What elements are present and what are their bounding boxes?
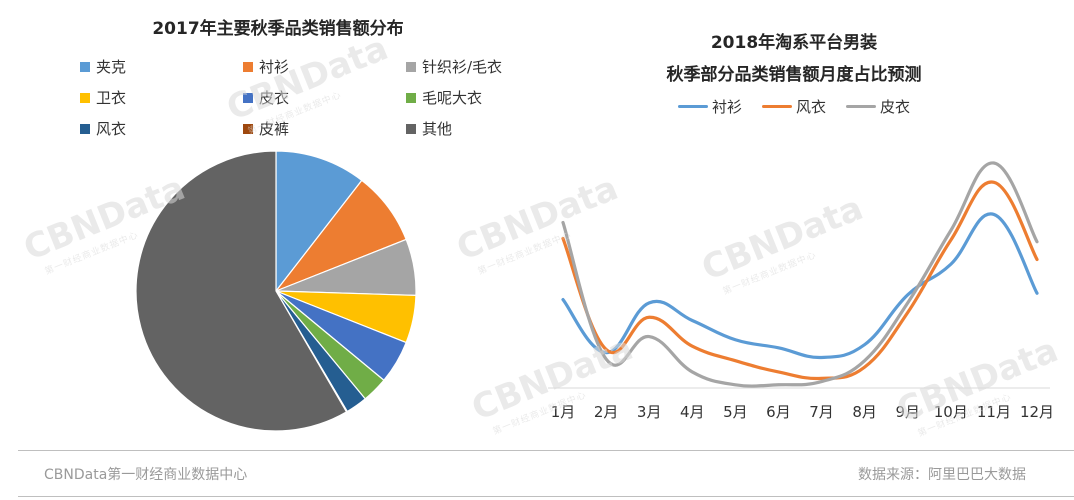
legend-swatch [243, 123, 253, 134]
series-line-1 [561, 180, 1039, 381]
legend-label: 衬衫 [259, 58, 290, 76]
legend-swatch [80, 123, 90, 134]
legend-swatch [80, 61, 90, 72]
line-chart: 1月 2月 3月 4月 5月 6月 7月 8月 9月 10月 11月 12月 [548, 161, 1054, 421]
line-chart-title-line2: 秋季部分品类销售额月度占比预测 [666, 65, 922, 85]
line-legend-item-leather-jacket: 皮衣 [846, 96, 910, 117]
legend-label: 夹克 [96, 58, 127, 76]
x-tick-label: 10月 [934, 403, 968, 421]
legend-label: 皮衣 [259, 89, 290, 107]
legend-line-swatch [761, 105, 792, 108]
legend-label: 其他 [422, 120, 453, 138]
footer-source-brand: CBNData第一财经商业数据中心 [44, 467, 248, 483]
series-line-0 [561, 212, 1039, 360]
x-tick-label: 5月 [723, 403, 748, 421]
x-tick-label: 9月 [895, 403, 920, 421]
legend-label: 毛呢大衣 [422, 89, 483, 107]
footer-divider-bottom [18, 496, 1074, 497]
line-legend: 衬衫 风衣 皮衣 [556, 96, 1032, 117]
pie-chart-title: 2017年主要秋季品类销售额分布 [152, 19, 404, 39]
legend-swatch [406, 123, 416, 134]
footer-data-source: 数据来源：阿里巴巴大数据 [858, 467, 1026, 483]
legend-item-jacket: 夹克 [80, 56, 126, 77]
legend-swatch [80, 92, 90, 103]
x-tick-label: 7月 [809, 403, 834, 421]
pie-slice-0 [275, 150, 363, 293]
x-tick-label: 12月 [1020, 403, 1054, 421]
line-chart-title-line1: 2018年淘系平台男装 [710, 33, 878, 53]
x-tick-label: 4月 [680, 403, 705, 421]
legend-item-leather-pants: 皮裤 [243, 118, 289, 139]
pie-slice-8 [135, 150, 348, 432]
line-legend-item-shirt: 衬衫 [677, 96, 742, 117]
legend-item-leather-jacket: 皮衣 [243, 87, 289, 108]
legend-line-swatch [677, 105, 708, 108]
legend-item-trench-coat: 风衣 [80, 118, 126, 139]
legend-swatch [406, 61, 416, 72]
x-tick-label: 1月 [551, 403, 576, 421]
legend-label: 衬衫 [711, 98, 742, 116]
legend-line-swatch [846, 105, 876, 108]
x-tick-label: 8月 [852, 403, 877, 421]
legend-swatch [243, 61, 253, 72]
series-line-2 [561, 161, 1039, 388]
legend-label: 风衣 [96, 120, 127, 138]
legend-label: 风衣 [795, 98, 826, 116]
x-tick-label: 11月 [977, 403, 1011, 421]
footer-divider-top [18, 450, 1074, 451]
legend-swatch [243, 92, 253, 103]
x-tick-label: 2月 [594, 403, 619, 421]
legend-item-hoodie: 卫衣 [80, 87, 126, 108]
pie-chart [135, 150, 417, 432]
x-tick-label: 6月 [766, 403, 791, 421]
x-tick-label: 3月 [637, 403, 662, 421]
legend-label: 卫衣 [96, 89, 127, 107]
legend-label: 皮裤 [259, 120, 290, 138]
line-legend-item-trench-coat: 风衣 [761, 96, 826, 117]
legend-swatch [406, 92, 416, 103]
legend-item-other: 其他 [406, 118, 452, 139]
legend-item-wool-coat: 毛呢大衣 [406, 87, 482, 108]
legend-label: 皮衣 [880, 98, 911, 116]
legend-item-knitwear: 针织衫/毛衣 [406, 56, 502, 77]
legend-label: 针织衫/毛衣 [422, 58, 503, 76]
legend-item-shirt: 衬衫 [243, 56, 289, 77]
